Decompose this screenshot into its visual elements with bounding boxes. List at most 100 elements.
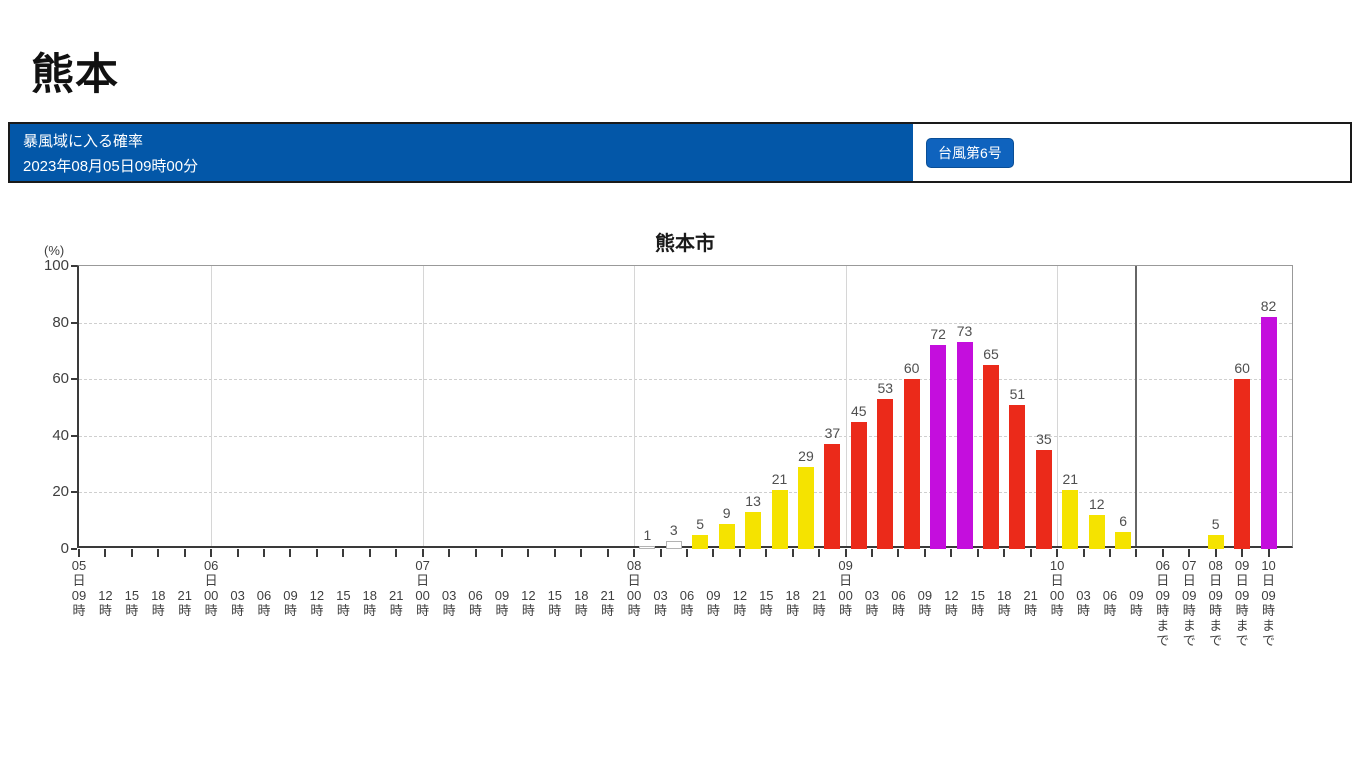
x-tick-mark bbox=[897, 549, 900, 557]
probability-bar bbox=[850, 422, 867, 549]
x-tick-mark bbox=[448, 549, 451, 557]
x-tick-label: 18 時 bbox=[362, 588, 378, 618]
x-tick-label: 09 日 00 時 bbox=[838, 558, 853, 618]
probability-bar bbox=[692, 535, 709, 549]
x-tick-mark bbox=[1029, 549, 1032, 557]
gridline-day-boundary bbox=[422, 266, 424, 546]
x-tick-label: 06 時 bbox=[891, 588, 906, 618]
y-tick-mark bbox=[71, 378, 77, 381]
x-tick-mark bbox=[130, 549, 133, 557]
x-tick-mark bbox=[157, 549, 160, 557]
x-tick-label: 09 日 09 時まで bbox=[1234, 558, 1250, 648]
x-tick-label: 03 時 bbox=[1076, 588, 1091, 618]
x-tick-label: 06 時 bbox=[1102, 588, 1118, 618]
probability-bar bbox=[903, 379, 920, 549]
x-tick-mark bbox=[1267, 549, 1270, 557]
probability-bar bbox=[1260, 317, 1277, 549]
x-tick-label: 10 日 09 時まで bbox=[1261, 558, 1276, 648]
y-tick-label: 60 bbox=[52, 370, 69, 388]
x-tick-mark bbox=[1188, 549, 1191, 557]
bar-value-label: 5 bbox=[1211, 516, 1220, 532]
x-tick-label: 06 時 bbox=[256, 588, 272, 618]
probability-bar bbox=[983, 365, 999, 549]
x-tick-label: 18 時 bbox=[574, 588, 589, 618]
banner-header: 暴風域に入る確率 2023年08月05日09時00分 bbox=[10, 124, 913, 181]
bar-value-label: 12 bbox=[1088, 496, 1105, 512]
x-tick-mark bbox=[950, 549, 953, 557]
x-tick-mark bbox=[421, 549, 424, 557]
x-tick-label: 12 時 bbox=[309, 588, 325, 618]
gridline-horizontal bbox=[79, 322, 1292, 324]
probability-bar bbox=[771, 490, 788, 549]
x-tick-mark bbox=[342, 549, 345, 557]
y-tick-mark bbox=[71, 265, 77, 267]
x-tick-mark bbox=[1135, 549, 1138, 557]
typhoon-no6-button[interactable]: 台風第6号 bbox=[926, 137, 1014, 168]
y-axis-unit-label: (%) bbox=[44, 243, 65, 258]
x-tick-label: 21 時 bbox=[388, 588, 404, 618]
x-tick-mark bbox=[633, 549, 636, 557]
x-tick-label: 06 時 bbox=[468, 588, 483, 618]
y-tick-label: 40 bbox=[52, 426, 69, 444]
bar-value-label: 3 bbox=[669, 522, 678, 538]
banner-datetime: 2023年08月05日09時00分 bbox=[23, 158, 199, 175]
info-banner: 暴風域に入る確率 2023年08月05日09時00分 台風第6号 bbox=[8, 122, 1352, 183]
x-tick-mark bbox=[289, 549, 292, 557]
gridline-horizontal bbox=[79, 492, 1292, 494]
x-tick-mark bbox=[686, 549, 688, 557]
x-tick-mark bbox=[1056, 549, 1059, 557]
x-tick-mark bbox=[315, 549, 318, 557]
plot-area: (%) 0 20 40 60 80 100 05 日 09 時 12 時 15 時 18 時 21 時 06 日 00 時… bbox=[44, 243, 1293, 648]
x-tick-label: 21 時 bbox=[811, 588, 827, 618]
bar-value-label: 60 bbox=[1234, 360, 1250, 376]
x-tick-mark bbox=[210, 549, 213, 557]
x-tick-label: 09 時 bbox=[706, 588, 721, 618]
x-tick-mark bbox=[78, 549, 80, 557]
probability-bar bbox=[824, 444, 841, 549]
x-tick-mark bbox=[738, 549, 741, 557]
probability-bar bbox=[665, 541, 682, 549]
gridline-day-boundary bbox=[211, 266, 213, 546]
x-tick-mark bbox=[606, 549, 609, 557]
y-tick-mark bbox=[71, 321, 77, 324]
x-tick-mark bbox=[1161, 549, 1164, 557]
probability-bar bbox=[1062, 490, 1079, 549]
x-tick-mark bbox=[923, 549, 926, 557]
x-tick-label: 21 時 bbox=[177, 588, 192, 618]
x-tick-label: 06 日 09 時まで bbox=[1155, 558, 1171, 648]
x-tick-mark bbox=[1241, 549, 1244, 557]
bar-value-label: 53 bbox=[877, 380, 894, 396]
bar-value-label: 65 bbox=[983, 346, 999, 362]
x-tick-mark bbox=[659, 549, 662, 557]
x-tick-mark bbox=[263, 549, 266, 557]
x-tick-label: 08 日 09 時まで bbox=[1208, 558, 1223, 648]
x-tick-label: 15 時 bbox=[547, 588, 563, 618]
x-tick-label: 06 日 00 時 bbox=[203, 558, 219, 618]
probability-bar bbox=[1088, 515, 1105, 549]
x-tick-label: 15 時 bbox=[124, 588, 140, 618]
section-separator-line bbox=[1135, 266, 1138, 546]
x-tick-label: 09 時 bbox=[494, 588, 510, 618]
banner-typhoon-area: 台風第6号 bbox=[913, 124, 1350, 181]
x-tick-mark bbox=[712, 549, 715, 557]
bar-value-label: 45 bbox=[851, 403, 867, 419]
x-tick-mark bbox=[236, 549, 239, 557]
x-tick-mark bbox=[580, 549, 583, 557]
probability-bar bbox=[1035, 450, 1052, 549]
x-tick-mark bbox=[368, 549, 371, 557]
x-tick-label: 03 時 bbox=[230, 588, 245, 618]
bar-value-label: 35 bbox=[1036, 431, 1052, 447]
bar-value-label: 21 bbox=[771, 471, 788, 487]
y-tick-label: 80 bbox=[52, 313, 69, 331]
bar-value-label: 6 bbox=[1119, 513, 1128, 529]
x-tick-mark bbox=[474, 549, 477, 557]
bar-value-label: 72 bbox=[930, 326, 946, 342]
bar-value-label: 82 bbox=[1260, 298, 1277, 314]
bar-value-label: 5 bbox=[696, 516, 705, 532]
x-tick-label: 12 時 bbox=[944, 588, 959, 618]
gridline-day-boundary bbox=[634, 266, 636, 546]
x-tick-mark bbox=[500, 549, 503, 557]
x-tick-label: 03 時 bbox=[864, 588, 880, 618]
y-tick-mark bbox=[71, 548, 77, 550]
x-tick-label: 05 日 09 時 bbox=[71, 558, 87, 618]
